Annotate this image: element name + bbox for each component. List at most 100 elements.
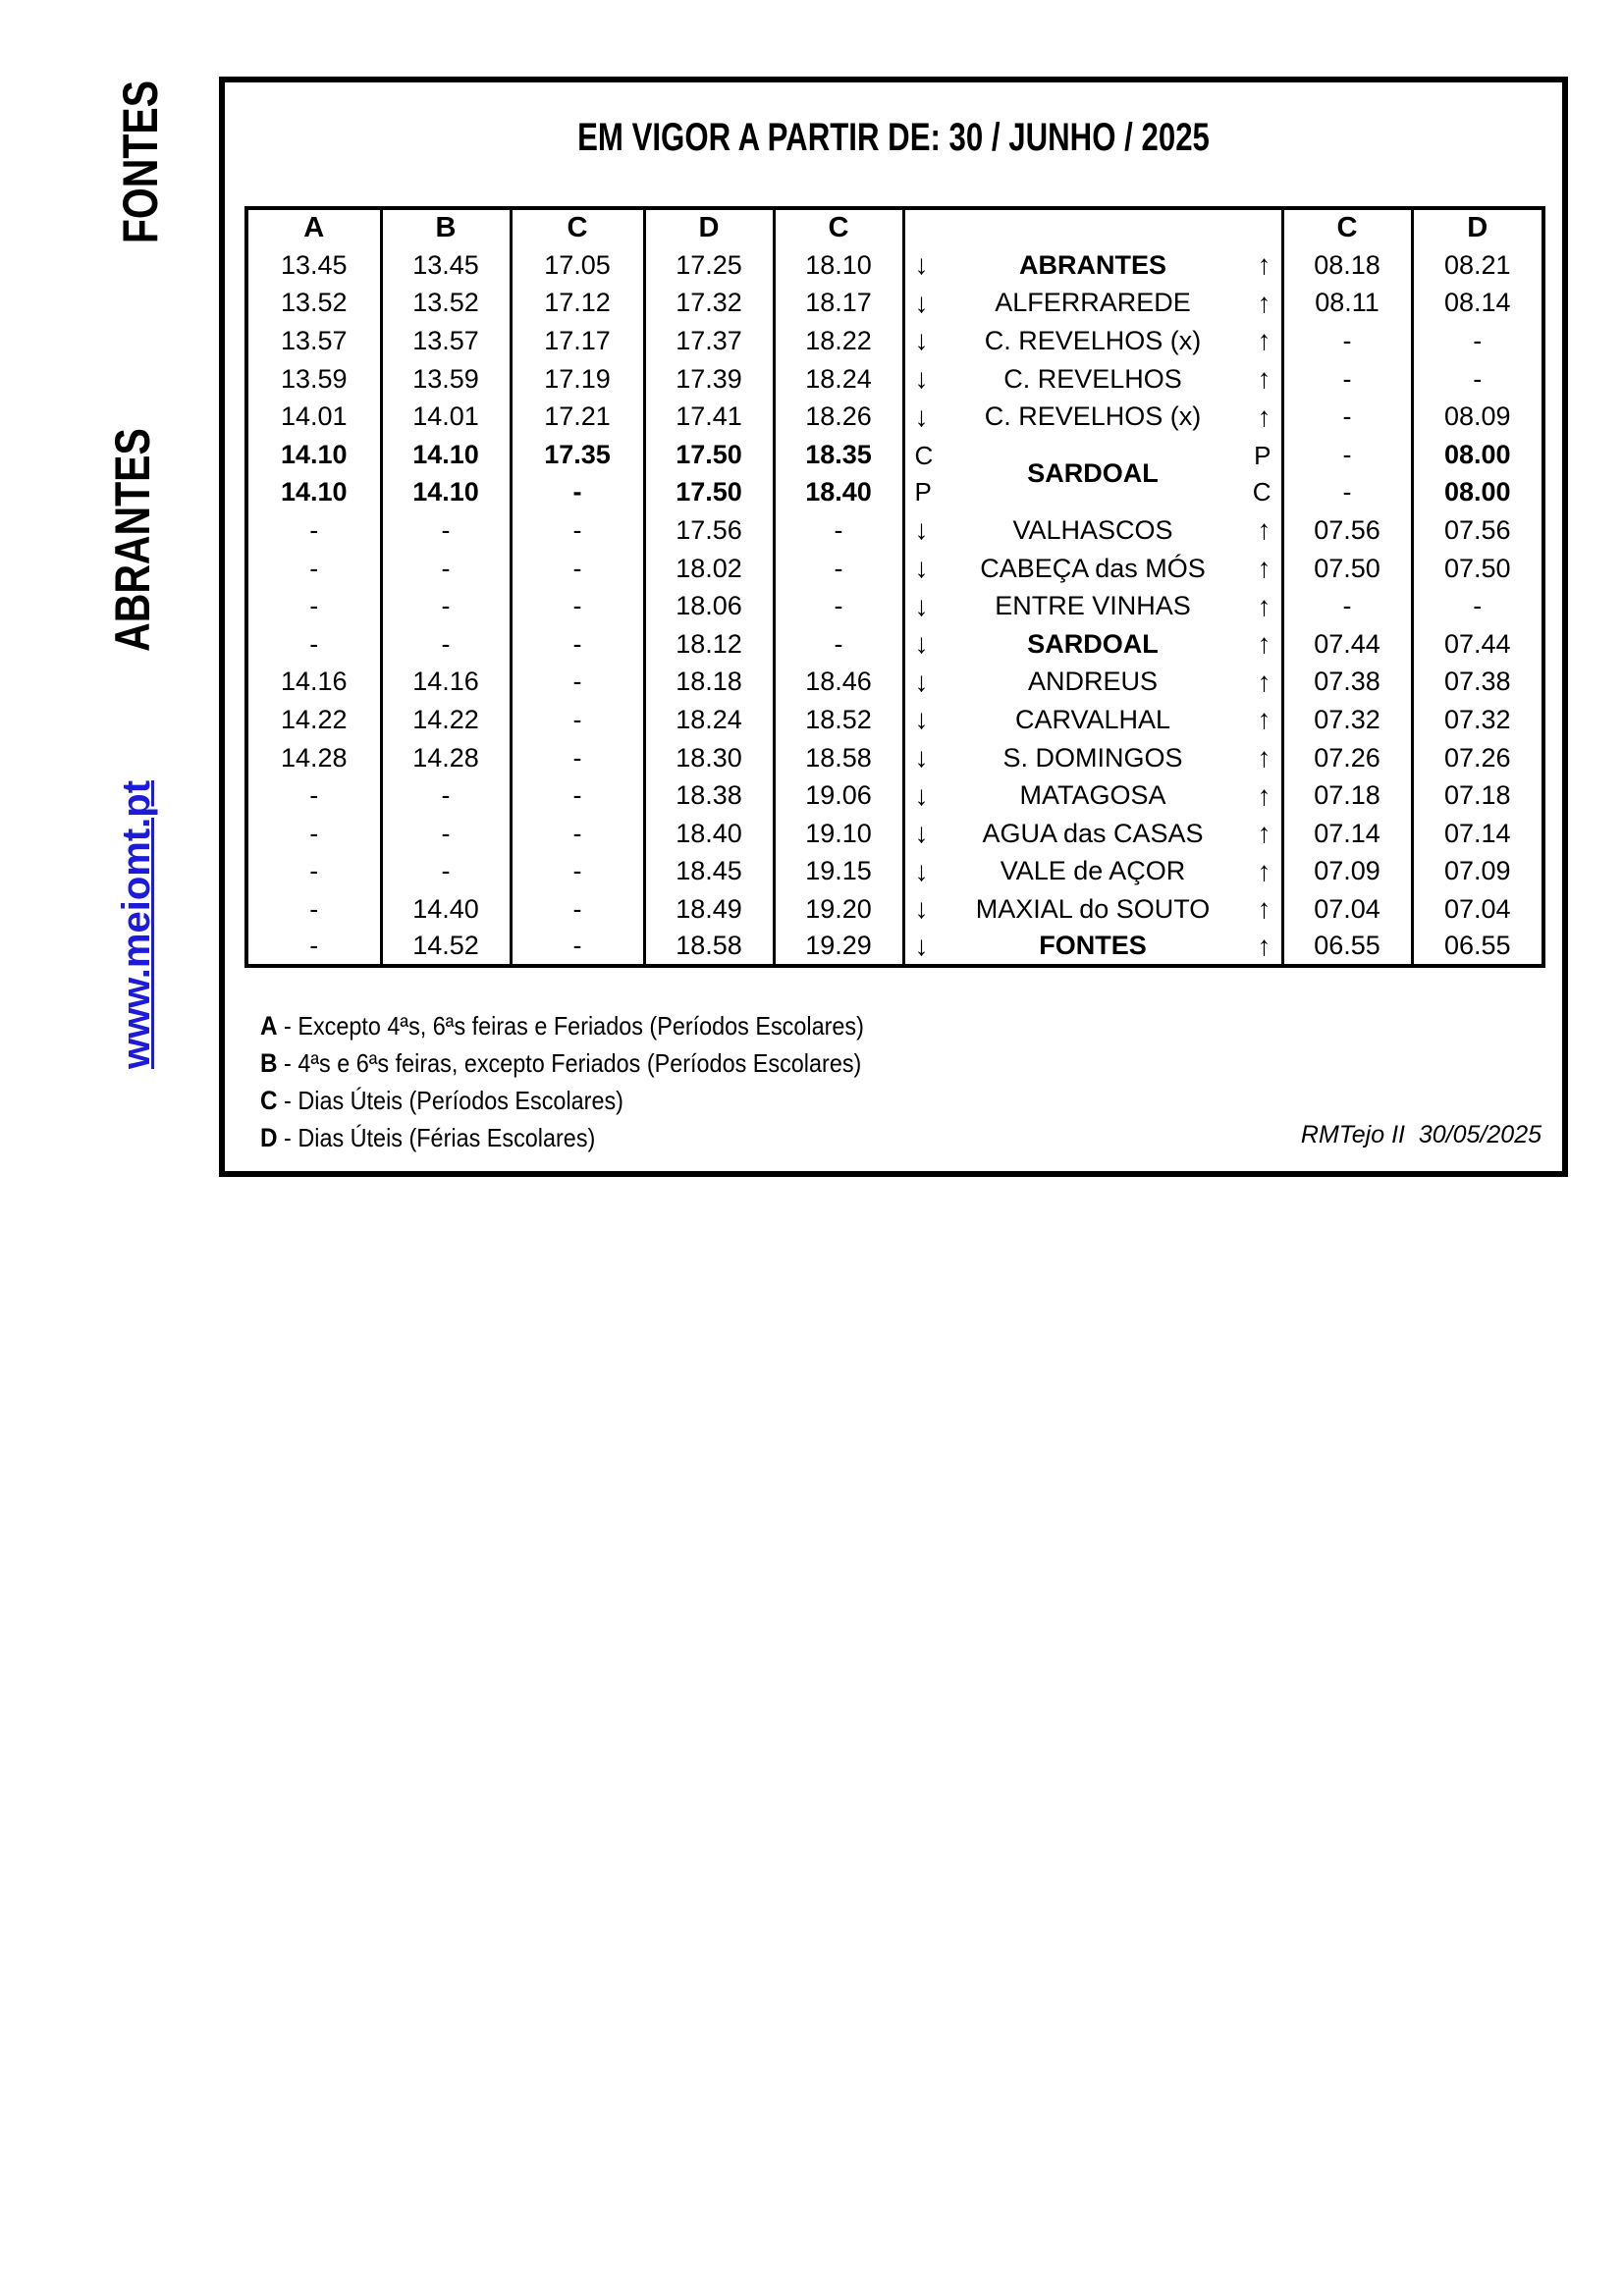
station-cell-content: ↓ CARVALHAL ↑ bbox=[906, 705, 1279, 735]
time-cell-9-1: - bbox=[379, 587, 513, 625]
effective-date-title: EM VIGOR A PARTIR DE: 30 / JUNHO / 2025 bbox=[577, 116, 1210, 159]
return-time-cell-2-1: - bbox=[1410, 322, 1545, 360]
down-arrow-icon: ↓ bbox=[914, 930, 929, 961]
table-row: 13.52 13.52 17.12 17.32 18.17 ↓ ALFERRAREDE ↑ 08… bbox=[244, 284, 1545, 323]
station-cell: ↓ C. REVELHOS (x) ↑ bbox=[901, 398, 1284, 436]
down-arrow-icon: ↓ bbox=[914, 779, 929, 811]
time-cell-3-3: 17.39 bbox=[642, 359, 776, 399]
down-arrow-icon: ↓ bbox=[914, 287, 929, 318]
station-cell: ↓ ALFERRAREDE ↑ bbox=[901, 284, 1284, 323]
station-cell-content: ↓ VALHASCOS ↑ bbox=[906, 514, 1279, 546]
time-cell-5-0: 14.10 bbox=[244, 435, 383, 474]
station-name: C. REVELHOS (x) bbox=[984, 401, 1202, 432]
down-arrow-icon: ↓ bbox=[914, 249, 929, 281]
time-cell-8-0: - bbox=[244, 549, 383, 588]
station-name: MAXIAL do SOUTO bbox=[975, 893, 1211, 924]
station-cell-merged: C P SARDOAL P C bbox=[901, 435, 1284, 512]
station-cell-content: ↓ CABEÇA das MÓS ↑ bbox=[906, 554, 1279, 584]
time-cell-2-3: 17.37 bbox=[642, 322, 776, 360]
station-name: C. REVELHOS bbox=[1003, 363, 1182, 394]
table-row: 14.10 14.10-17.50 18.40-08.00 bbox=[244, 473, 1545, 512]
time-cell-6-0: 14.10 bbox=[244, 473, 383, 512]
time-cell-0-0: 13.45 bbox=[244, 246, 383, 285]
issuer-name: RMTejo II bbox=[1300, 1121, 1405, 1148]
station-name: ANDREUS bbox=[1027, 667, 1159, 697]
down-arrow-icon: ↓ bbox=[914, 742, 929, 774]
website-link[interactable]: www.meiomt.pt bbox=[114, 779, 158, 1070]
station-cell-content: C P SARDOAL P C bbox=[906, 438, 1279, 510]
return-time-cell-7-0: 07.56 bbox=[1280, 511, 1414, 550]
time-cell-10-4: - bbox=[772, 624, 905, 664]
time-cell-10-1: - bbox=[379, 624, 513, 664]
time-cell-18-1: 14.52 bbox=[379, 928, 513, 967]
table-row: - - -18.38 19.06 ↓ MATAGOSA ↑ 07.18 07.18 bbox=[244, 776, 1545, 815]
up-arrow-icon: ↑ bbox=[1257, 930, 1271, 961]
station-cell: ↓ CARVALHAL ↑ bbox=[901, 701, 1284, 739]
table-row: - - -18.06- ↓ ENTRE VINHAS ↑ - - bbox=[244, 587, 1545, 625]
return-time-cell-0-1: 08.21 bbox=[1410, 246, 1545, 285]
table-row: - - -18.12- ↓ SARDOAL ↑ 07.44 07.44 bbox=[244, 624, 1545, 664]
station-cell: ↓ FONTES ↑ bbox=[901, 928, 1284, 967]
legend-key: A bbox=[260, 1011, 278, 1041]
down-arrow-icon: ↓ bbox=[914, 855, 929, 886]
up-arrow-icon: ↑ bbox=[1257, 855, 1271, 886]
time-cell-15-0: - bbox=[244, 814, 383, 853]
time-cell-11-0: 14.16 bbox=[244, 663, 383, 702]
return-time-cell-15-0: 07.14 bbox=[1280, 814, 1414, 853]
legend: A - Excepto 4ªs, 6ªs feiras e Feriados (… bbox=[260, 1007, 864, 1156]
time-cell-17-2: - bbox=[509, 890, 646, 929]
time-cell-2-0: 13.57 bbox=[244, 322, 383, 360]
station-name: VALHASCOS bbox=[1012, 514, 1173, 545]
station-cell: ↓ AGUA das CASAS ↑ bbox=[901, 814, 1284, 853]
time-cell-16-3: 18.45 bbox=[642, 852, 776, 891]
down-arrow-icon: ↓ bbox=[914, 666, 929, 697]
time-cell-5-1: 14.10 bbox=[379, 435, 513, 474]
station-cell-content: ↓ ABRANTES ↑ bbox=[906, 249, 1279, 281]
station-name: ALFERRAREDE bbox=[995, 288, 1191, 318]
col-header-b-1: B bbox=[379, 208, 513, 246]
time-cell-13-1: 14.28 bbox=[379, 738, 513, 777]
table-row: 14.16 14.16-18.18 18.46 ↓ ANDREUS ↑ 07.38 07.38 bbox=[244, 663, 1545, 702]
time-cell-15-3: 18.40 bbox=[642, 814, 776, 853]
return-time-cell-13-0: 07.26 bbox=[1280, 738, 1414, 777]
col-header-c-4: C bbox=[772, 208, 905, 246]
time-cell-0-1: 13.45 bbox=[379, 246, 513, 285]
time-cell-12-2: - bbox=[509, 701, 646, 739]
up-arrow-icon: ↑ bbox=[1257, 400, 1271, 432]
time-cell-14-2: - bbox=[509, 776, 646, 815]
legend-line-d: D - Dias Úteis (Férias Escolares) bbox=[260, 1123, 596, 1152]
stop-marker-letter: P bbox=[914, 477, 932, 507]
station-name: MATAGOSA bbox=[1019, 780, 1166, 811]
station-cell-content: ↓ C. REVELHOS (x) ↑ bbox=[906, 326, 1279, 356]
time-cell-8-3: 18.02 bbox=[642, 549, 776, 588]
table-row: - - -18.02- ↓ CABEÇA das MÓS ↑ 07.50 07.50 bbox=[244, 549, 1545, 588]
station-cell: ↓ ABRANTES ↑ bbox=[901, 246, 1284, 285]
time-cell-13-0: 14.28 bbox=[244, 738, 383, 777]
time-cell-7-4: - bbox=[772, 511, 905, 550]
time-cell-14-3: 18.38 bbox=[642, 776, 776, 815]
up-arrow-icon: ↑ bbox=[1257, 287, 1271, 318]
return-time-cell-16-0: 07.09 bbox=[1280, 852, 1414, 891]
table-row: - - -18.40 19.10 ↓ AGUA das CASAS ↑ 07.14 07.14 bbox=[244, 814, 1545, 853]
legend-key: B bbox=[260, 1048, 278, 1078]
return-time-cell-1-0: 08.11 bbox=[1280, 284, 1414, 323]
time-cell-0-4: 18.10 bbox=[772, 246, 905, 285]
time-cell-15-2: - bbox=[509, 814, 646, 853]
up-arrow-icon: ↑ bbox=[1257, 363, 1271, 395]
return-time-cell-10-1: 07.44 bbox=[1410, 624, 1545, 664]
station-cell-content: ↓ VALE de AÇOR ↑ bbox=[906, 855, 1279, 886]
up-arrow-icon: ↑ bbox=[1257, 818, 1271, 849]
station-name: S. DOMINGOS bbox=[1002, 742, 1183, 773]
time-cell-2-2: 17.17 bbox=[509, 322, 646, 360]
return-time-cell-12-0: 07.32 bbox=[1280, 701, 1414, 739]
time-cell-11-1: 14.16 bbox=[379, 663, 513, 702]
return-time-cell-2-0: - bbox=[1280, 322, 1414, 360]
time-cell-12-1: 14.22 bbox=[379, 701, 513, 739]
time-cell-3-1: 13.59 bbox=[379, 359, 513, 399]
station-cell: ↓ MAXIAL do SOUTO ↑ bbox=[901, 890, 1284, 929]
up-arrow-icon: ↑ bbox=[1257, 742, 1271, 774]
time-cell-4-0: 14.01 bbox=[244, 398, 383, 436]
